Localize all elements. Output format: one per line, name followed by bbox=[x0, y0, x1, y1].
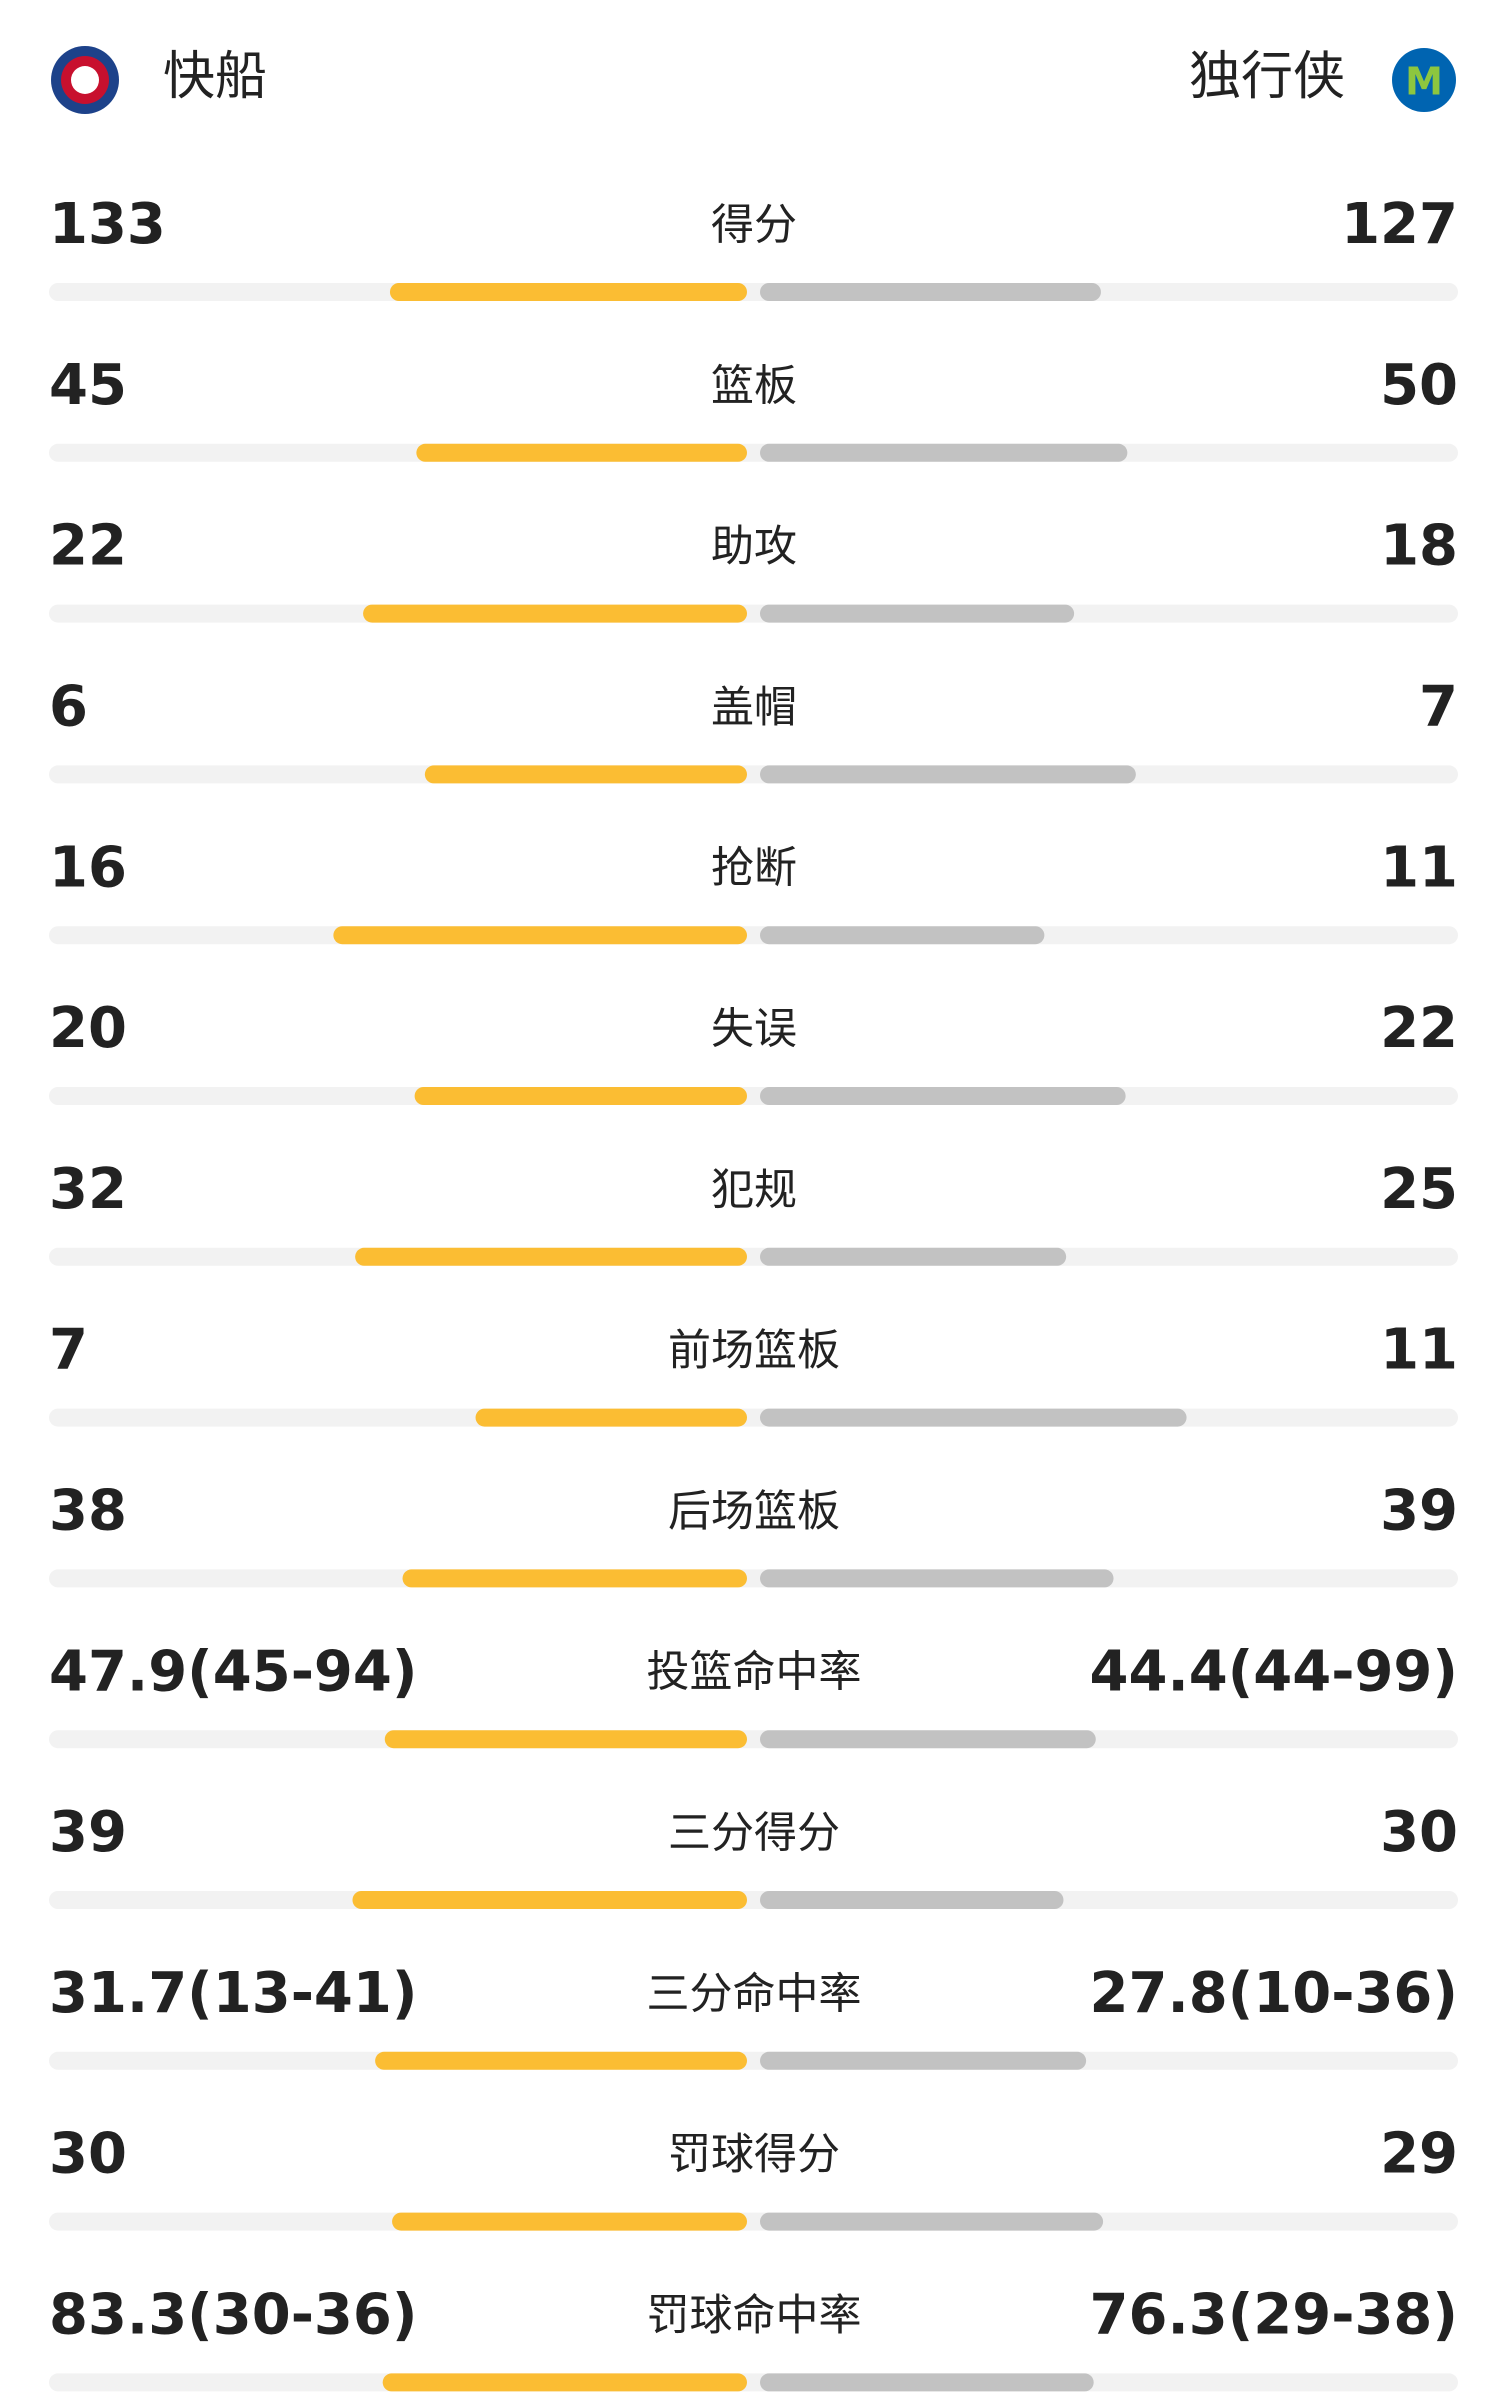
home-bar bbox=[375, 2051, 747, 2070]
away-value: 29 bbox=[1380, 2122, 1458, 2187]
bar-track bbox=[49, 2212, 1458, 2231]
stat-label: 得分 bbox=[711, 201, 797, 251]
stat-label: 三分命中率 bbox=[647, 1969, 862, 2019]
away-value: 30 bbox=[1380, 1800, 1458, 1865]
away-value: 11 bbox=[1380, 835, 1458, 900]
away-value: 50 bbox=[1380, 353, 1458, 418]
bar-track bbox=[49, 283, 1458, 301]
away-bar bbox=[760, 765, 1136, 784]
home-value: 32 bbox=[49, 1157, 127, 1222]
away-bar bbox=[760, 1247, 1067, 1266]
home-bar bbox=[333, 926, 747, 945]
away-bar bbox=[760, 926, 1045, 945]
home-bar bbox=[389, 283, 747, 301]
stat-label: 犯规 bbox=[711, 1165, 797, 1215]
bar-track bbox=[49, 1087, 1458, 1105]
away-bar bbox=[760, 2373, 1094, 2392]
away-value: 7 bbox=[1419, 675, 1458, 740]
home-bar bbox=[384, 1730, 747, 1749]
home-value: 7 bbox=[49, 1318, 88, 1383]
home-bar bbox=[392, 2212, 747, 2231]
stat-label: 助攻 bbox=[711, 522, 797, 572]
home-logo bbox=[51, 46, 119, 114]
away-bar bbox=[760, 1569, 1114, 1588]
bar-track bbox=[49, 2373, 1458, 2392]
stat-label: 罚球命中率 bbox=[647, 2291, 862, 2341]
bar-track bbox=[49, 1730, 1458, 1749]
home-value: 6 bbox=[49, 675, 88, 740]
stat-label: 罚球得分 bbox=[668, 2130, 840, 2180]
home-value: 30 bbox=[49, 2122, 127, 2187]
away-value: 76.3(29-38) bbox=[1090, 2283, 1458, 2348]
home-value: 133 bbox=[49, 192, 166, 257]
away-bar bbox=[760, 1408, 1187, 1427]
home-value: 31.7(13-41) bbox=[49, 1961, 417, 2026]
stat-label: 盖帽 bbox=[711, 683, 797, 733]
home-team: 快船 bbox=[163, 47, 267, 107]
svg-text:M: M bbox=[1405, 60, 1443, 104]
away-value: 25 bbox=[1380, 1157, 1458, 1222]
home-bar bbox=[416, 443, 747, 462]
away-bar bbox=[760, 1891, 1064, 1909]
bar-track bbox=[49, 1569, 1458, 1588]
away-value: 127 bbox=[1341, 192, 1458, 257]
away-value: 22 bbox=[1380, 996, 1458, 1061]
stat-label: 后场篮板 bbox=[668, 1487, 840, 1537]
bar-track bbox=[49, 1247, 1458, 1266]
home-bar bbox=[363, 604, 747, 623]
home-bar bbox=[352, 1891, 747, 1909]
away-bar bbox=[760, 2212, 1104, 2231]
home-value: 16 bbox=[49, 835, 127, 900]
away-value: 18 bbox=[1380, 514, 1458, 579]
away-bar bbox=[760, 604, 1075, 623]
home-bar bbox=[414, 1087, 747, 1105]
bar-track bbox=[49, 926, 1458, 945]
stat-label: 篮板 bbox=[711, 361, 797, 411]
stat-label: 抢断 bbox=[711, 844, 797, 894]
away-bar bbox=[760, 2051, 1087, 2070]
away-value: 39 bbox=[1380, 1479, 1458, 1544]
stat-label: 投篮命中率 bbox=[647, 1648, 862, 1698]
home-value: 45 bbox=[49, 353, 127, 418]
away-value: 44.4(44-99) bbox=[1090, 1639, 1458, 1704]
stat-label: 三分得分 bbox=[668, 1809, 840, 1859]
home-bar bbox=[402, 1569, 747, 1588]
bar-track bbox=[49, 765, 1458, 784]
bar-track bbox=[49, 604, 1458, 623]
bar-track bbox=[49, 2051, 1458, 2070]
away-bar bbox=[760, 1087, 1126, 1105]
home-value: 47.9(45-94) bbox=[49, 1639, 417, 1704]
bar-track bbox=[49, 1891, 1458, 1909]
away-bar bbox=[760, 283, 1101, 301]
home-bar bbox=[382, 2373, 747, 2392]
home-value: 39 bbox=[49, 1800, 127, 1865]
stat-label: 失误 bbox=[711, 1005, 797, 1055]
away-bar bbox=[760, 443, 1128, 462]
away-bar bbox=[760, 1730, 1096, 1749]
home-value: 83.3(30-36) bbox=[49, 2283, 417, 2348]
stat-label: 前场篮板 bbox=[668, 1326, 840, 1376]
bar-track bbox=[49, 443, 1458, 462]
home-bar bbox=[475, 1408, 747, 1427]
home-value: 22 bbox=[49, 514, 127, 579]
away-value: 11 bbox=[1380, 1318, 1458, 1383]
home-value: 20 bbox=[49, 996, 127, 1061]
bar-track bbox=[49, 1408, 1458, 1427]
home-bar bbox=[355, 1247, 747, 1266]
away-team: 独行侠 bbox=[1189, 47, 1345, 107]
home-bar bbox=[424, 765, 747, 784]
away-logo: M bbox=[1392, 48, 1456, 112]
away-value: 27.8(10-36) bbox=[1090, 1961, 1458, 2026]
home-value: 38 bbox=[49, 1479, 127, 1544]
